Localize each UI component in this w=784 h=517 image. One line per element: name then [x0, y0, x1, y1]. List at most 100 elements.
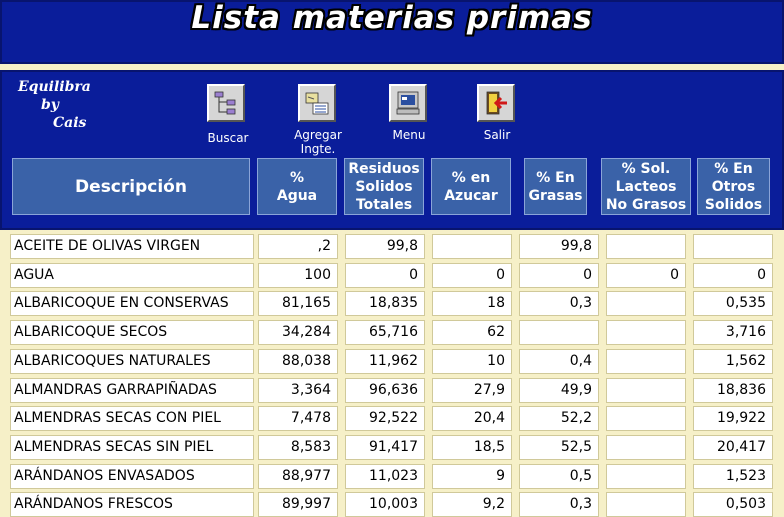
- table-row[interactable]: ACEITE DE OLIVAS VIRGEN ,2 99,8 99,8: [0, 234, 774, 259]
- table-cell-residuos[interactable]: 18,835: [345, 291, 425, 317]
- table-cell-azucar[interactable]: 18,5: [432, 434, 512, 460]
- table-row[interactable]: ALMENDRAS SECAS SIN PIEL 8,583 91,417 18,5 5…: [0, 434, 774, 460]
- scrollbar[interactable]: [774, 230, 784, 509]
- table-cell-grasas[interactable]: 0,3: [519, 291, 599, 317]
- table-cell-grasas[interactable]: 0: [519, 262, 599, 288]
- column-header-lacteos[interactable]: % Sol. Lacteos No Grasos: [601, 158, 691, 215]
- table-cell-agua[interactable]: 3,364: [258, 377, 338, 403]
- table-cell-agua[interactable]: 88,038: [258, 348, 338, 374]
- buscar-button[interactable]: Buscar: [204, 84, 252, 148]
- table-cell-residuos[interactable]: 0: [345, 262, 425, 288]
- table-cell-azucar[interactable]: 20,4: [432, 406, 512, 432]
- table-cell-lacteos[interactable]: [606, 234, 686, 259]
- header-text: Lacteos: [615, 178, 677, 195]
- table-cell-desc[interactable]: ALMANDRAS GARRAPIÑADAS: [10, 377, 254, 403]
- table-cell-residuos[interactable]: 10,003: [345, 492, 425, 517]
- table-cell-residuos[interactable]: 99,8: [345, 234, 425, 259]
- add-ingredient-icon: [298, 84, 336, 122]
- brand-line2: by: [41, 97, 59, 113]
- column-header-azucar[interactable]: % en Azucar: [431, 158, 511, 215]
- table-cell-agua[interactable]: ,2: [258, 234, 338, 259]
- table-row[interactable]: ARÁNDANOS FRESCOS 89,997 10,003 9,2 0,3 0,503: [0, 492, 774, 517]
- table-cell-desc[interactable]: ACEITE DE OLIVAS VIRGEN: [10, 234, 254, 259]
- table-cell-lacteos[interactable]: [606, 348, 686, 374]
- table-cell-grasas[interactable]: 52,2: [519, 406, 599, 432]
- column-header-grasas[interactable]: % En Grasas: [524, 158, 587, 215]
- table-cell-lacteos[interactable]: [606, 320, 686, 346]
- table-cell-otros[interactable]: 0,535: [693, 291, 773, 317]
- table-cell-residuos[interactable]: 92,522: [345, 406, 425, 432]
- table-row[interactable]: ALMENDRAS SECAS CON PIEL 7,478 92,522 20,4 5…: [0, 406, 774, 432]
- table-cell-lacteos[interactable]: [606, 406, 686, 432]
- table-cell-desc[interactable]: ALBARICOQUES NATURALES: [10, 348, 254, 374]
- table-cell-grasas[interactable]: 0,5: [519, 463, 599, 489]
- column-header-otros[interactable]: % En Otros Solidos: [697, 158, 770, 215]
- table-cell-agua[interactable]: 7,478: [258, 406, 338, 432]
- column-header-descripcion[interactable]: Descripción: [12, 158, 250, 215]
- table-cell-residuos[interactable]: 96,636: [345, 377, 425, 403]
- table-cell-agua[interactable]: 89,997: [258, 492, 338, 517]
- table-cell-desc[interactable]: ARÁNDANOS FRESCOS: [10, 492, 254, 517]
- salir-button[interactable]: Salir: [472, 84, 522, 144]
- table-cell-azucar[interactable]: 9,2: [432, 492, 512, 517]
- table-cell-otros[interactable]: 0,503: [693, 492, 773, 517]
- table-cell-residuos[interactable]: 11,023: [345, 463, 425, 489]
- table-cell-grasas[interactable]: 99,8: [519, 234, 599, 259]
- table-row[interactable]: ALBARICOQUES NATURALES 88,038 11,962 10 0,4 1…: [0, 348, 774, 374]
- table-cell-otros[interactable]: 19,922: [693, 406, 773, 432]
- table-cell-grasas[interactable]: 0,4: [519, 348, 599, 374]
- table-cell-desc[interactable]: ALMENDRAS SECAS SIN PIEL: [10, 434, 254, 460]
- column-header-agua[interactable]: % Agua: [257, 158, 337, 215]
- table-cell-residuos[interactable]: 91,417: [345, 434, 425, 460]
- header-text: Azucar: [444, 187, 498, 204]
- table-cell-lacteos[interactable]: [606, 377, 686, 403]
- column-header-azucar-label: % en Azucar: [444, 169, 498, 205]
- table-cell-grasas[interactable]: 52,5: [519, 434, 599, 460]
- table-cell-desc[interactable]: ALBARICOQUE EN CONSERVAS: [10, 291, 254, 317]
- column-header-residuos-label: Residuos Solidos Totales: [348, 160, 419, 214]
- agregar-ingrediente-button[interactable]: Agregar Ingte.: [288, 84, 348, 158]
- table-cell-desc[interactable]: AGUA: [10, 262, 254, 288]
- table-cell-lacteos[interactable]: [606, 434, 686, 460]
- table-row[interactable]: ALBARICOQUE SECOS 34,284 65,716 62 3,716: [0, 320, 774, 346]
- table-row[interactable]: AGUA 100 0 0 0 0 0: [0, 262, 774, 288]
- table-cell-otros[interactable]: 1,523: [693, 463, 773, 489]
- table-cell-azucar[interactable]: 18: [432, 291, 512, 317]
- table-cell-grasas[interactable]: 0,3: [519, 492, 599, 517]
- table-cell-agua[interactable]: 100: [258, 262, 338, 288]
- table-row[interactable]: ALBARICOQUE EN CONSERVAS 81,165 18,835 18 0,…: [0, 291, 774, 317]
- table-cell-desc[interactable]: ALMENDRAS SECAS CON PIEL: [10, 406, 254, 432]
- table-cell-azucar[interactable]: 0: [432, 262, 512, 288]
- table-row[interactable]: ALMANDRAS GARRAPIÑADAS 3,364 96,636 27,9 49,…: [0, 377, 774, 403]
- table-cell-lacteos[interactable]: 0: [606, 262, 686, 288]
- table-cell-otros[interactable]: [693, 234, 773, 259]
- table-cell-otros[interactable]: 20,417: [693, 434, 773, 460]
- table-cell-azucar[interactable]: 27,9: [432, 377, 512, 403]
- table-cell-azucar[interactable]: [432, 234, 512, 259]
- table-cell-lacteos[interactable]: [606, 291, 686, 317]
- table-cell-lacteos[interactable]: [606, 463, 686, 489]
- table-cell-grasas[interactable]: 49,9: [519, 377, 599, 403]
- table-cell-otros[interactable]: 0: [693, 262, 773, 288]
- table-cell-agua[interactable]: 8,583: [258, 434, 338, 460]
- table-cell-residuos[interactable]: 11,962: [345, 348, 425, 374]
- table-cell-desc[interactable]: ALBARICOQUE SECOS: [10, 320, 254, 346]
- column-header-otros-label: % En Otros Solidos: [705, 160, 762, 214]
- table-cell-lacteos[interactable]: [606, 492, 686, 517]
- table-cell-otros[interactable]: 3,716: [693, 320, 773, 346]
- table-cell-desc[interactable]: ARÁNDANOS ENVASADOS: [10, 463, 254, 489]
- table-cell-agua[interactable]: 88,977: [258, 463, 338, 489]
- table-cell-azucar[interactable]: 62: [432, 320, 512, 346]
- table-row[interactable]: ARÁNDANOS ENVASADOS 88,977 11,023 9 0,5 1,523: [0, 463, 774, 489]
- table-cell-grasas[interactable]: [519, 320, 599, 346]
- computer-icon: [389, 84, 427, 122]
- table-cell-otros[interactable]: 1,562: [693, 348, 773, 374]
- table-cell-agua[interactable]: 81,165: [258, 291, 338, 317]
- table-cell-residuos[interactable]: 65,716: [345, 320, 425, 346]
- table-cell-agua[interactable]: 34,284: [258, 320, 338, 346]
- table-cell-azucar[interactable]: 10: [432, 348, 512, 374]
- table-cell-azucar[interactable]: 9: [432, 463, 512, 489]
- menu-button[interactable]: Menu: [384, 84, 434, 144]
- column-header-residuos[interactable]: Residuos Solidos Totales: [344, 158, 424, 215]
- table-cell-otros[interactable]: 18,836: [693, 377, 773, 403]
